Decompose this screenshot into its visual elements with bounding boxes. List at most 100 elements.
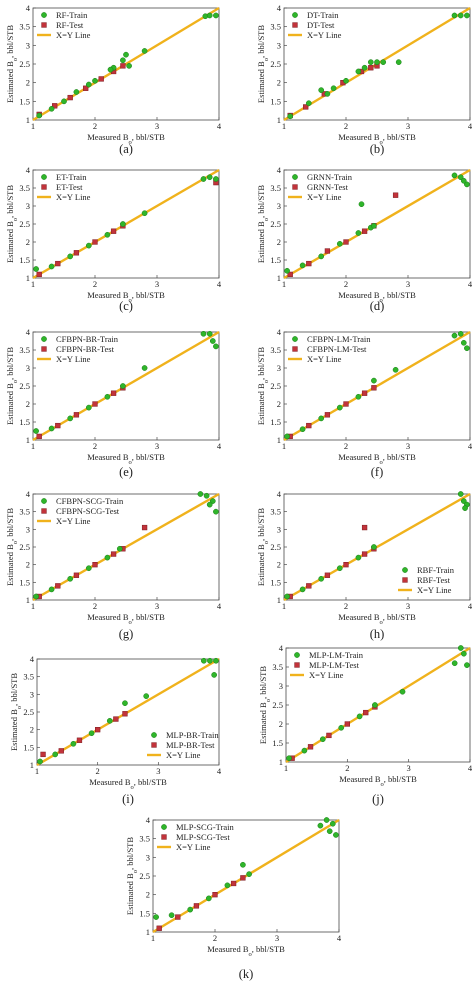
legend-test-swatch xyxy=(41,346,47,352)
train-point xyxy=(126,63,132,69)
test-point xyxy=(306,583,312,589)
test-point xyxy=(343,562,349,568)
train-point xyxy=(48,263,55,270)
legend-label: CFBPN-BR-Train xyxy=(56,334,119,344)
x-tick-label: 1 xyxy=(284,763,288,773)
x-tick-label: 3 xyxy=(406,279,410,289)
x-tick-label: 3 xyxy=(275,933,279,943)
x-tick-label: 2 xyxy=(93,279,97,289)
y-tick-label: 3 xyxy=(146,852,150,862)
train-point xyxy=(371,222,377,229)
x-tick-label: 1 xyxy=(282,121,286,131)
legend-train-swatch xyxy=(41,12,47,18)
y-tick-label: 4 xyxy=(279,643,284,653)
train-point xyxy=(153,914,159,920)
train-point xyxy=(70,740,77,747)
y-tick-label: 4 xyxy=(26,327,31,337)
x-tick-label: 3 xyxy=(155,121,159,131)
legend-test-swatch xyxy=(161,834,167,840)
y-tick-label: 2.5 xyxy=(270,542,281,552)
test-point xyxy=(110,228,117,234)
train-point xyxy=(120,383,126,389)
train-point xyxy=(319,736,326,743)
train-point xyxy=(85,242,92,249)
train-point xyxy=(141,48,148,54)
train-point xyxy=(457,12,464,19)
train-point xyxy=(206,12,213,19)
legend-label: RF-Train xyxy=(56,10,88,20)
test-point xyxy=(212,892,218,898)
y-axis-label: Estimated Bo, bbl/STB xyxy=(256,25,270,103)
legend-train-swatch xyxy=(292,12,298,18)
y-axis-label: Estimated Bo, bbl/STB xyxy=(5,508,19,586)
y-tick-label: 4 xyxy=(26,3,31,13)
test-point xyxy=(361,551,368,557)
train-point xyxy=(464,662,470,668)
test-point xyxy=(361,390,368,396)
y-axis-label: Estimated Bo, bbl/STB xyxy=(256,347,270,425)
test-point xyxy=(324,572,331,578)
train-point xyxy=(213,176,219,182)
train-point xyxy=(464,345,470,352)
panel-caption: (i) xyxy=(122,792,134,806)
x-equals-y-line xyxy=(283,330,471,442)
y-tick-label: 4 xyxy=(277,327,282,337)
x-axis-label: Measured Bo, bbl/STB xyxy=(87,612,165,626)
train-point xyxy=(197,491,204,497)
y-axis-label: Estimated Bo, bbl/STB xyxy=(125,837,139,915)
train-point xyxy=(209,338,216,344)
y-tick-label: 1.5 xyxy=(272,738,283,748)
train-point xyxy=(451,172,458,179)
x-axis-label: Measured Bo, bbl/STB xyxy=(339,774,417,788)
y-tick-label: 3 xyxy=(30,689,34,699)
panel-caption: (j) xyxy=(372,792,384,806)
train-point xyxy=(213,12,219,19)
x-tick-label: 3 xyxy=(406,601,410,611)
test-point xyxy=(363,709,369,716)
y-tick-label: 3 xyxy=(277,363,281,373)
test-point xyxy=(120,63,126,69)
y-tick-label: 3 xyxy=(26,363,30,373)
train-point xyxy=(104,554,111,561)
x-equals-y-line xyxy=(285,646,471,764)
x-tick-label: 1 xyxy=(31,441,35,451)
y-tick-label: 1 xyxy=(277,273,281,283)
legend-train-swatch xyxy=(151,732,157,738)
train-point xyxy=(284,593,290,600)
x-tick-label: 4 xyxy=(468,601,473,611)
train-point xyxy=(451,332,458,339)
y-tick-label: 2.5 xyxy=(139,871,150,881)
train-point xyxy=(73,89,80,95)
train-point xyxy=(457,491,464,497)
legend-label: CFBPN-LM-Test xyxy=(307,344,367,354)
test-point xyxy=(110,551,117,557)
chart-panel: 1 2 3 4 1 1.5 2 2.5 3 3.5 4 Measured Bo, bbl/STB Est… xyxy=(5,327,222,479)
train-point xyxy=(141,365,148,371)
y-tick-label: 3 xyxy=(277,201,281,211)
legend-train-swatch xyxy=(402,567,408,573)
y-tick-label: 2.5 xyxy=(19,381,30,391)
x-tick-label: 4 xyxy=(468,121,473,131)
train-point xyxy=(336,404,343,411)
y-tick-label: 1 xyxy=(26,273,30,283)
test-point xyxy=(230,880,237,887)
y-tick-label: 3 xyxy=(277,40,281,50)
y-tick-label: 1 xyxy=(277,115,281,125)
x-tick-label: 3 xyxy=(156,766,160,776)
test-point xyxy=(55,583,61,589)
test-point xyxy=(392,192,399,198)
legend-test-swatch xyxy=(402,577,408,583)
train-point xyxy=(122,700,128,707)
train-point xyxy=(61,98,67,105)
y-tick-label: 3.5 xyxy=(19,183,30,193)
legend-label: ET-Test xyxy=(56,182,83,192)
legend-test-swatch xyxy=(41,508,47,514)
y-tick-label: 3.5 xyxy=(270,345,281,355)
legend-label: X=Y Line xyxy=(309,670,344,680)
chart-panel: 1 2 3 4 1 1.5 2 2.5 3 3.5 4 Measured Bo, bbl/STB Est… xyxy=(258,643,473,806)
